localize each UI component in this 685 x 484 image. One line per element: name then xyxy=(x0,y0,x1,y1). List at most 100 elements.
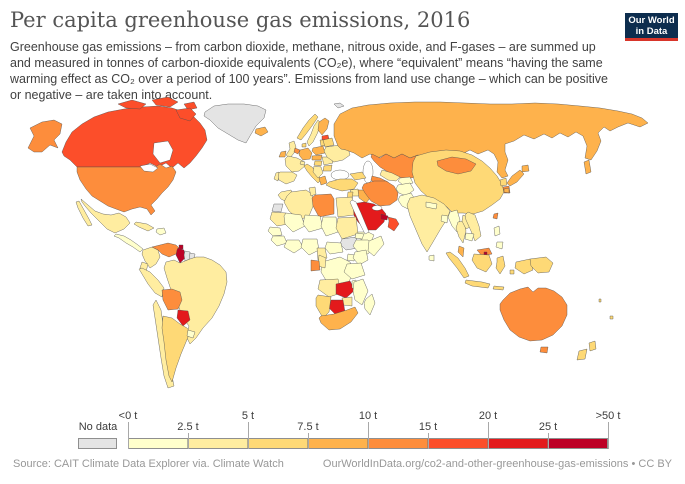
country-guinea[interactable] xyxy=(270,235,288,247)
country-oman[interactable] xyxy=(387,216,400,232)
country-germany[interactable] xyxy=(298,147,313,161)
country-bulgaria[interactable] xyxy=(322,164,333,172)
country-caucasus[interactable] xyxy=(349,171,367,181)
country-cuba[interactable] xyxy=(133,221,155,232)
country-lesser-sunda[interactable] xyxy=(492,285,505,291)
country-philippines-luzon[interactable] xyxy=(493,225,501,237)
country-bangladesh[interactable] xyxy=(440,214,449,224)
country-nepal[interactable] xyxy=(425,201,438,210)
country-mongolia[interactable] xyxy=(436,156,477,175)
country-peru[interactable] xyxy=(138,267,165,298)
country-svalbard[interactable] xyxy=(333,102,345,109)
country-cambodia[interactable] xyxy=(464,232,475,242)
country-hispaniola[interactable] xyxy=(155,227,167,236)
country-czech-slovakia[interactable] xyxy=(311,154,323,161)
country-hungary[interactable] xyxy=(313,160,323,167)
country-norway[interactable] xyxy=(296,113,319,141)
country-qatar-uae[interactable] xyxy=(380,213,389,221)
country-greenland[interactable] xyxy=(203,103,267,144)
legend-bin-7[interactable] xyxy=(488,438,548,449)
country-mali[interactable] xyxy=(283,212,306,233)
country-fiji[interactable] xyxy=(609,315,614,320)
country-guyana[interactable] xyxy=(175,247,186,264)
country-ireland[interactable] xyxy=(278,150,287,158)
country-canada-baffin[interactable] xyxy=(175,107,197,122)
country-turkey[interactable] xyxy=(325,178,359,192)
country-vanuatu[interactable] xyxy=(598,298,602,303)
legend-bin-1[interactable] xyxy=(128,438,188,449)
country-indonesia-borneo[interactable] xyxy=(471,253,493,273)
country-zambia[interactable] xyxy=(335,280,356,299)
country-united-kingdom[interactable] xyxy=(285,140,297,159)
country-japan-hokkaido[interactable] xyxy=(521,164,530,173)
country-mexico[interactable] xyxy=(80,198,131,234)
country-uganda[interactable] xyxy=(346,253,356,262)
country-canada-arctic-islands[interactable] xyxy=(151,96,179,108)
country-north-korea[interactable] xyxy=(499,177,508,187)
legend-bin-3[interactable] xyxy=(248,438,308,449)
legend-bin-4[interactable] xyxy=(308,438,368,449)
owid-link[interactable]: OurWorldInData.org/co2-and-other-greenho… xyxy=(322,458,672,470)
country-central-america[interactable] xyxy=(113,233,144,253)
country-greece[interactable] xyxy=(318,175,328,186)
country-japan-kyushu[interactable] xyxy=(503,187,510,194)
country-poland[interactable] xyxy=(311,145,326,156)
owid-logo[interactable]: Our World in Data xyxy=(625,13,678,41)
country-vietnam[interactable] xyxy=(464,211,482,242)
country-canada-arctic-islands[interactable] xyxy=(117,99,147,110)
country-sudan[interactable] xyxy=(335,216,359,240)
country-bolivia[interactable] xyxy=(161,288,183,311)
country-indonesia-java[interactable] xyxy=(464,279,491,289)
country-mexico-baja[interactable] xyxy=(75,200,93,227)
country-gabon[interactable] xyxy=(310,259,321,272)
country-belarus[interactable] xyxy=(322,137,335,148)
country-egypt[interactable] xyxy=(335,196,355,218)
country-iran[interactable] xyxy=(361,180,399,207)
country-new-zealand-north[interactable] xyxy=(588,340,597,352)
legend-bin-2[interactable] xyxy=(188,438,248,449)
country-switzerland[interactable] xyxy=(299,160,306,166)
country-west-africa-coast[interactable] xyxy=(283,239,304,254)
country-senegal[interactable] xyxy=(267,226,283,237)
country-eritrea[interactable] xyxy=(354,232,365,240)
country-mozambique[interactable] xyxy=(352,278,369,306)
country-russia-sakhalin[interactable] xyxy=(583,159,592,175)
country-sri-lanka[interactable] xyxy=(428,254,435,262)
country-india[interactable] xyxy=(406,194,451,253)
country-japan-honshu[interactable] xyxy=(506,169,525,187)
country-canada-arctic-islands[interactable] xyxy=(183,101,198,111)
country-indonesia-sumatra[interactable] xyxy=(445,251,470,279)
legend-bin-5[interactable] xyxy=(368,438,428,449)
country-west-papua[interactable] xyxy=(514,258,534,275)
country-paraguay[interactable] xyxy=(176,309,191,327)
country-new-zealand-south[interactable] xyxy=(576,348,588,361)
country-uzbekistan[interactable] xyxy=(379,169,401,182)
country-somalia[interactable] xyxy=(367,235,385,257)
country-taiwan[interactable] xyxy=(492,212,499,220)
country-tasmania[interactable] xyxy=(539,346,549,354)
country-benelux[interactable] xyxy=(293,147,301,155)
country-uruguay[interactable] xyxy=(186,329,196,339)
country-argentina[interactable] xyxy=(161,315,191,383)
country-papua-new-guinea[interactable] xyxy=(529,256,554,274)
country-australia[interactable] xyxy=(499,286,568,342)
country-tanzania[interactable] xyxy=(343,262,366,280)
country-philippines-mindanao[interactable] xyxy=(495,241,504,250)
country-niger[interactable] xyxy=(302,214,324,233)
legend-bin-6[interactable] xyxy=(428,438,488,449)
country-alaska[interactable] xyxy=(27,119,63,153)
country-mauritania[interactable] xyxy=(269,211,289,227)
country-finland[interactable] xyxy=(317,117,330,136)
country-angola[interactable] xyxy=(317,278,342,298)
country-south-africa[interactable] xyxy=(318,306,359,331)
country-spain[interactable] xyxy=(276,171,298,185)
country-portugal[interactable] xyxy=(273,171,280,182)
country-china[interactable] xyxy=(411,149,505,215)
country-central-african-republic[interactable] xyxy=(324,241,344,255)
country-france[interactable] xyxy=(284,155,306,173)
country-united-states[interactable] xyxy=(76,163,177,216)
country-malaysia-peninsula[interactable] xyxy=(457,245,465,258)
legend-no-data-swatch[interactable] xyxy=(78,438,117,449)
country-madagascar[interactable] xyxy=(363,293,376,316)
country-balkans[interactable] xyxy=(312,165,324,179)
